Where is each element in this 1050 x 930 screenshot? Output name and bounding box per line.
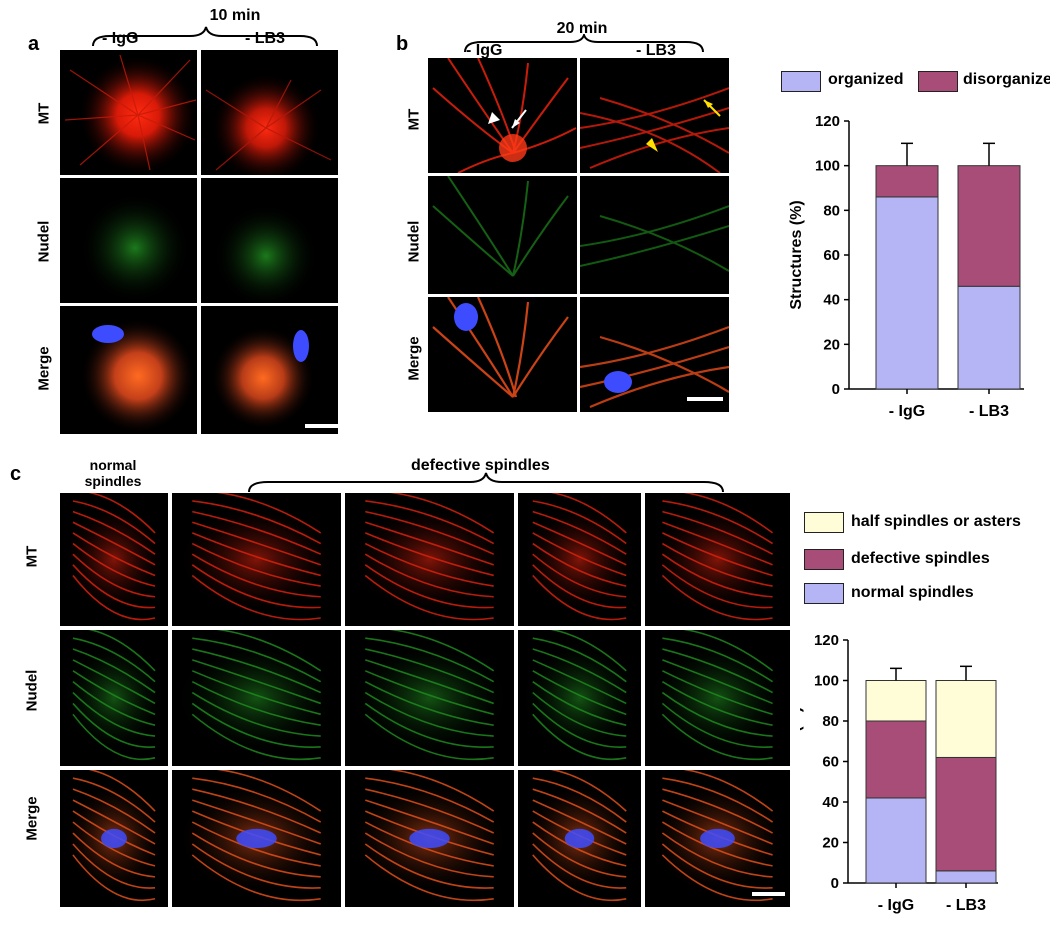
panel-c-header-normal: normal spindles <box>84 457 142 489</box>
y-tick-label: 0 <box>832 381 840 398</box>
panel-a-cond-igg: - IgG <box>102 30 139 47</box>
panel-a-label: a <box>28 33 40 55</box>
y-tick-label: 120 <box>815 113 840 130</box>
bar-organized-1 <box>875 196 939 390</box>
x-tick-label: - IgG <box>878 897 914 914</box>
panel-a-row-mt: MT <box>35 102 53 125</box>
panel-b-row-mt: MT <box>405 108 423 131</box>
legend-c-swatch-normal <box>804 583 844 604</box>
micrograph-c-merge-5 <box>645 770 790 907</box>
micrograph-c-mt-1 <box>60 493 168 626</box>
panel-c-row-mt: MT <box>23 545 41 568</box>
micrograph-c-mt-2 <box>172 493 341 626</box>
micrograph-a-merge-igg <box>60 306 197 434</box>
panel-b-cond-lb3: - LB3 <box>636 42 676 59</box>
legend-c-half: half spindles or asters <box>851 513 1021 530</box>
arrowhead-yellow-icon <box>646 138 658 152</box>
chart-c: 0 20 40 60 80 100 120 Structures (%) - IgG - LB3 <box>800 632 998 914</box>
arrowhead-white-icon <box>488 112 500 124</box>
y-tick-label: 100 <box>815 158 840 175</box>
bar-normal-spindles-2 <box>935 870 997 884</box>
micrograph-b-mt-lb3 <box>580 58 729 173</box>
panel-b-time: 20 min <box>556 20 608 37</box>
y-tick-label: 80 <box>822 713 839 730</box>
chart-b: 0 20 40 60 80 100 120 Structures (%) - IgG - LB3 <box>788 113 1024 420</box>
micrograph-c-merge-2 <box>172 770 341 907</box>
micrograph-a-mt-lb3 <box>201 50 338 175</box>
micrograph-a-nudel-lb3 <box>201 178 338 303</box>
y-tick-label: 120 <box>814 632 839 649</box>
micrograph-c-mt-5 <box>645 493 790 626</box>
micrograph-c-mt-3 <box>345 493 514 626</box>
panel-c-header-defective: defective spindles <box>411 457 550 474</box>
bar-defective-spindles-2 <box>935 756 997 872</box>
bar-normal-spindles-1 <box>865 797 927 884</box>
micrograph-c-nudel-5 <box>645 630 790 766</box>
legend-b-disorganized: disorganized <box>963 71 1050 88</box>
y-axis-label: Structures (%) <box>788 200 805 309</box>
y-tick-label: 60 <box>823 247 840 264</box>
micrograph-a-mt-igg <box>60 50 197 175</box>
micrograph-c-nudel-2 <box>172 630 341 766</box>
bar-disorganized-2 <box>957 165 1021 287</box>
legend-c-normal: normal spindles <box>851 584 974 601</box>
legend-c-swatch-half <box>804 512 844 533</box>
y-tick-label: 40 <box>822 794 839 811</box>
bar-defective-spindles-1 <box>865 720 927 799</box>
panel-a-row-merge: Merge <box>35 346 53 391</box>
legend-c-defective: defective spindles <box>851 550 990 567</box>
panel-c-bracket <box>248 472 724 493</box>
bar-half-spindles-or-asters-2 <box>935 680 997 758</box>
y-tick-label: 40 <box>823 292 840 309</box>
scale-bar-a <box>305 424 338 428</box>
panel-a-time: 10 min <box>209 7 261 24</box>
scale-bar-c <box>752 892 785 896</box>
micrograph-b-merge-lb3 <box>580 297 729 412</box>
micrograph-b-merge-igg <box>428 297 577 412</box>
micrograph-c-nudel-3 <box>345 630 514 766</box>
micrograph-b-mt-igg <box>428 58 577 173</box>
micrograph-c-nudel-1 <box>60 630 168 766</box>
legend-b-swatch-organized <box>781 71 821 92</box>
bar-disorganized-1 <box>875 165 939 198</box>
micrograph-b-nudel-lb3 <box>580 176 729 294</box>
panel-b-row-merge: Merge <box>405 336 423 381</box>
panel-b-bracket <box>464 34 704 53</box>
y-tick-label: 100 <box>814 673 839 690</box>
scale-bar-b <box>687 397 723 401</box>
micrograph-a-merge-lb3 <box>201 306 338 434</box>
panel-a-bracket <box>92 26 318 47</box>
micrograph-c-merge-3 <box>345 770 514 907</box>
panel-b-cond-igg: - IgG <box>466 42 503 59</box>
panel-b-row-nudel: Nudel <box>405 220 423 263</box>
bar-organized-2 <box>957 285 1021 390</box>
panel-c-label: c <box>10 463 22 485</box>
micrograph-b-nudel-igg <box>428 176 577 294</box>
bar-half-spindles-or-asters-1 <box>865 680 927 722</box>
x-tick-label: - IgG <box>889 403 925 420</box>
micrograph-c-mt-4 <box>518 493 641 626</box>
micrograph-c-merge-4 <box>518 770 641 907</box>
y-tick-label: 80 <box>823 202 840 219</box>
micrograph-a-nudel-igg <box>60 178 197 303</box>
panel-b-label: b <box>396 33 409 55</box>
panel-c-row-merge: Merge <box>23 796 41 841</box>
x-tick-label: - LB3 <box>946 897 986 914</box>
y-tick-label: 20 <box>823 336 840 353</box>
legend-b-swatch-disorganized <box>918 71 958 92</box>
micrograph-c-merge-1 <box>60 770 168 907</box>
micrograph-c-nudel-4 <box>518 630 641 766</box>
y-tick-label: 60 <box>822 754 839 771</box>
y-tick-label: 20 <box>822 835 839 852</box>
legend-b-organized: organized <box>828 71 904 88</box>
panel-a-cond-lb3: - LB3 <box>245 30 285 47</box>
panel-c-row-nudel: Nudel <box>23 669 41 712</box>
panel-a-row-nudel: Nudel <box>35 220 53 263</box>
x-tick-label: - LB3 <box>969 403 1009 420</box>
y-axis-label: Structures (%) <box>800 707 804 816</box>
legend-c-swatch-defective <box>804 549 844 570</box>
y-tick-label: 0 <box>831 875 839 892</box>
